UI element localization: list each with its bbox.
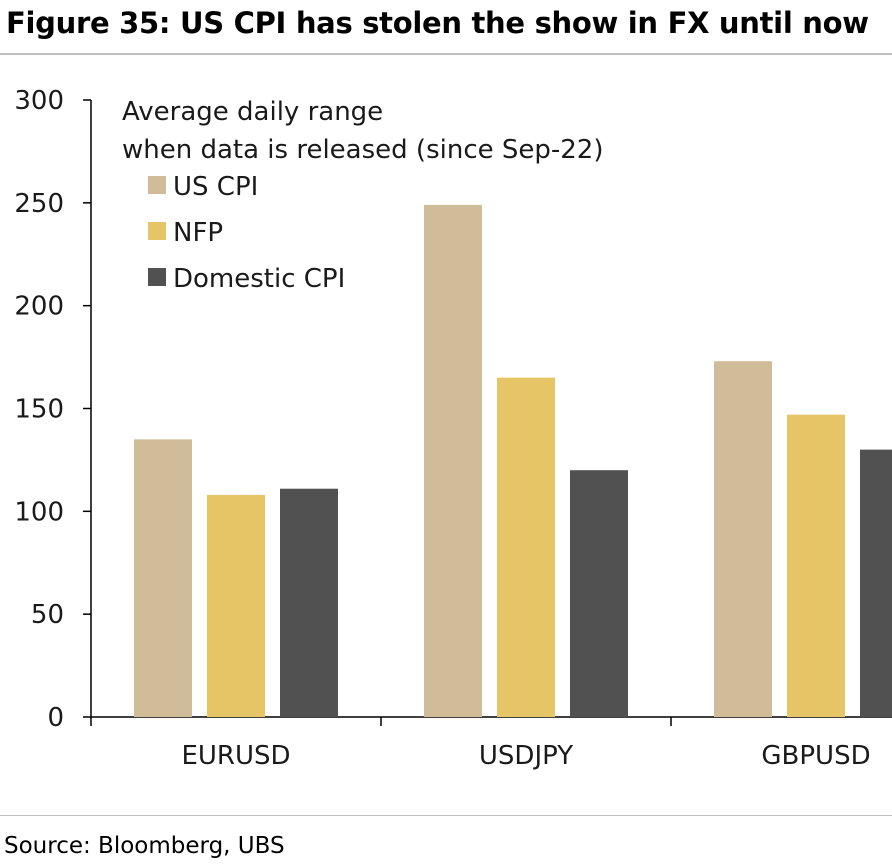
y-tick-label: 150 [14,395,64,425]
legend-title-line: Average daily range [122,97,383,127]
legend: Average daily range when data is released… [122,97,603,294]
y-tick-label: 50 [31,600,64,630]
x-axis: EURUSD USDJPY GBPUSD [90,716,892,771]
bar-us-cpi [424,204,482,717]
y-tick-label: 100 [14,497,64,527]
source-note: Source: Bloomberg, UBS [4,833,285,859]
bars [134,204,892,717]
y-tick-label: 250 [14,189,64,219]
bar-nfp [207,494,265,717]
legend-title-line: when data is released (since Sep-22) [122,135,603,165]
y-axis: 0 50 100 150 200 250 300 [14,86,92,733]
bottom-divider [0,815,892,816]
bar-domestic-cpi [570,470,628,717]
bar-domestic-cpi [280,488,338,717]
legend-swatch [148,222,166,240]
x-tick-label: EURUSD [181,741,290,771]
bar-us-cpi [134,439,192,717]
y-tick-label: 200 [14,292,64,322]
bar-nfp [497,377,555,717]
legend-label: Domestic CPI [173,264,345,294]
bar-us-cpi [714,361,772,717]
top-divider [0,53,892,55]
bar-domestic-cpi [860,449,892,717]
figure-title: Figure 35: US CPI has stolen the show in… [6,6,869,40]
bar-chart: 0 50 100 150 200 250 300 EURUSD USDJPY GBPUSD Av… [14,86,892,771]
y-tick-label: 0 [47,703,64,733]
x-tick-label: GBPUSD [761,741,870,771]
bar-nfp [787,414,845,717]
legend-label: US CPI [173,172,258,202]
legend-swatch [148,176,166,194]
y-tick-label: 300 [14,86,64,116]
x-tick-label: USDJPY [479,741,573,771]
legend-swatch [148,268,166,286]
legend-label: NFP [173,218,223,248]
